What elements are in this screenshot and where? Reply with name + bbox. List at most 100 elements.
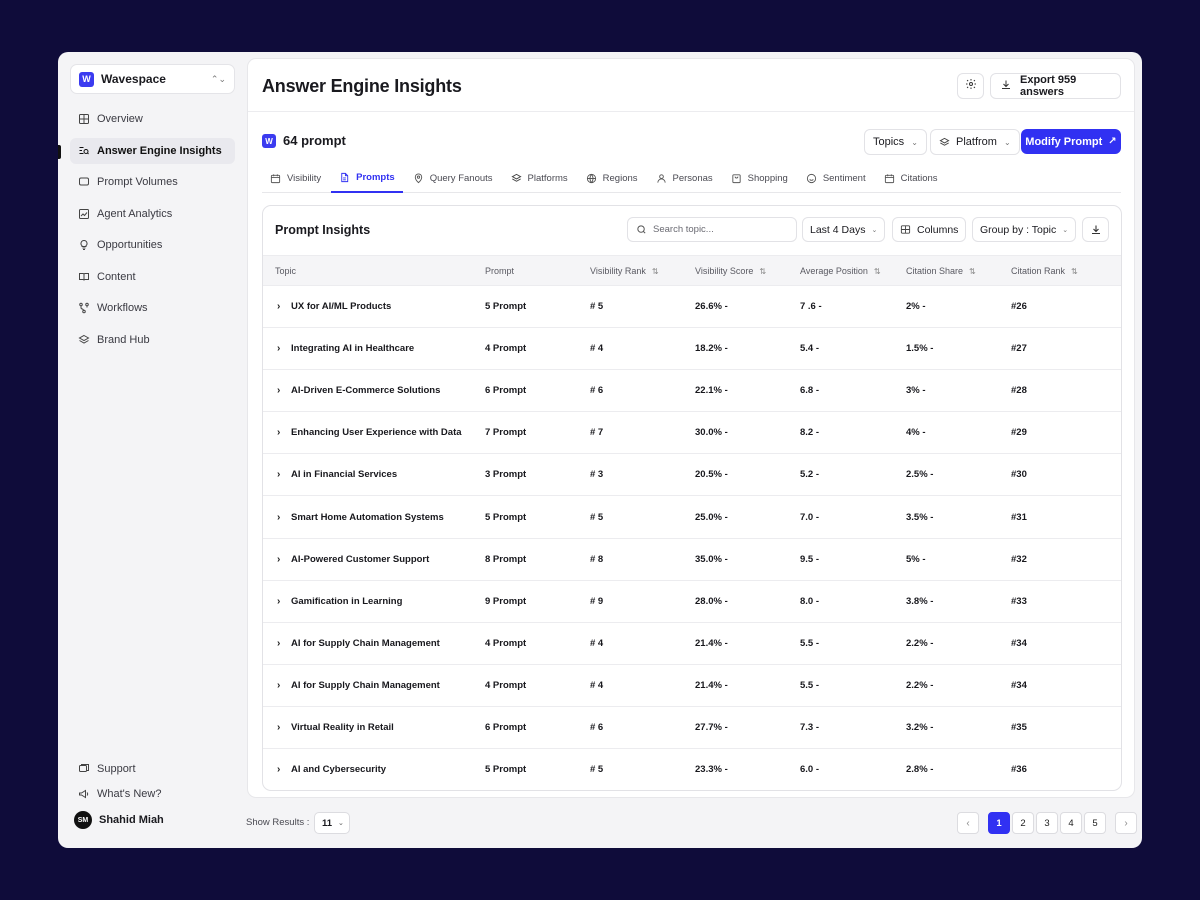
table-row[interactable]: › UX for AI/ML Products 5 Prompt # 5 26.6% -… — [263, 286, 1121, 328]
tab-prompts[interactable]: Prompts — [331, 163, 403, 193]
book-icon — [78, 271, 90, 283]
tab-label: Regions — [602, 172, 638, 184]
platform-dropdown[interactable]: Platfrom ⌄ — [930, 129, 1020, 155]
page-button[interactable]: 3 — [1036, 812, 1058, 834]
group-by-dropdown[interactable]: Group by : Topic ⌄ — [972, 217, 1077, 242]
columns-button[interactable]: Columns — [892, 217, 967, 242]
column-header-citation-share[interactable]: Citation Share ⇅ — [894, 255, 999, 286]
table-row[interactable]: › AI in Financial Services 3 Prompt # 3 20.5… — [263, 454, 1121, 496]
export-button[interactable]: Export 959 answers — [990, 73, 1121, 99]
table-row[interactable]: › Virtual Reality in Retail 6 Prompt # 6 27.… — [263, 706, 1121, 749]
sidebar-item-what-s-new[interactable]: What's New? — [70, 781, 235, 806]
chevron-right-icon[interactable]: › — [277, 595, 281, 607]
page-button[interactable]: 4 — [1060, 812, 1082, 834]
table-cell-topic: › Virtual Reality in Retail — [263, 706, 473, 748]
table-row[interactable]: › AI for Supply Chain Management 4 Prompt #… — [263, 622, 1121, 665]
workflow-icon — [78, 302, 90, 314]
sidebar-item-brand-hub[interactable]: Brand Hub — [70, 327, 235, 353]
chevron-right-icon[interactable]: › — [277, 469, 281, 481]
tab-platforms[interactable]: Platforms — [503, 163, 576, 193]
sort-icon[interactable]: ⇅ — [759, 266, 767, 276]
results-per-page-select[interactable]: 11 ⌄ — [314, 812, 350, 834]
column-header-visibility-score[interactable]: Visibility Score ⇅ — [683, 255, 788, 286]
table-cell-average-position: 6.8 - — [800, 385, 820, 397]
tab-citations[interactable]: Citations — [876, 163, 946, 193]
lightbulb-icon — [78, 239, 90, 251]
sidebar-item-answer-engine-insights[interactable]: Answer Engine Insights — [70, 137, 235, 164]
sidebar-item-support[interactable]: Support — [70, 756, 235, 781]
column-header-label: Visibility Rank — [590, 265, 646, 276]
calendar-icon — [884, 173, 901, 184]
document-icon — [339, 172, 356, 183]
chevron-right-icon[interactable]: › — [277, 301, 281, 313]
column-header-prompt[interactable]: Prompt — [473, 255, 578, 286]
prev-page-button[interactable]: ‹ — [957, 812, 979, 834]
table-row[interactable]: › Smart Home Automation Systems 5 Prompt # … — [263, 496, 1121, 539]
modify-prompt-button[interactable]: Modify Prompt ↗ — [1021, 129, 1121, 154]
chevron-right-icon[interactable]: › — [277, 679, 281, 691]
chevron-right-icon[interactable]: › — [277, 511, 281, 523]
page-button[interactable]: 2 — [1012, 812, 1034, 834]
sidebar-item-overview[interactable]: Overview — [70, 106, 235, 132]
download-button[interactable] — [1082, 217, 1109, 242]
chevron-right-icon[interactable]: › — [277, 343, 281, 355]
table-cell-visibility-score: 30.0% - — [695, 427, 728, 439]
table-cell-visibility-score: 25.0% - — [695, 511, 728, 523]
sidebar-item-agent-analytics[interactable]: Agent Analytics — [70, 201, 235, 227]
chevron-right-icon[interactable]: › — [277, 721, 281, 733]
page-button[interactable]: 1 — [988, 812, 1010, 834]
shopping-icon — [731, 173, 748, 184]
chevron-down-icon: ⌄ — [871, 226, 878, 234]
date-range-dropdown[interactable]: Last 4 Days ⌄ — [802, 217, 886, 242]
page-button[interactable]: 5 — [1084, 812, 1106, 834]
table-row[interactable]: › AI-Driven E-Commerce Solutions 6 Prompt #… — [263, 370, 1121, 412]
workspace-logo: W — [79, 71, 94, 87]
sort-icon[interactable]: ⇅ — [651, 266, 659, 276]
tab-sentiment[interactable]: Sentiment — [798, 163, 874, 193]
sort-icon[interactable]: ⇅ — [1071, 266, 1078, 276]
message-icon — [78, 176, 90, 188]
tab-personas[interactable]: Personas — [648, 163, 721, 193]
tab-shopping[interactable]: Shopping — [723, 163, 796, 193]
workspace-switcher[interactable]: W Wavespace ⌃⌄ — [70, 64, 235, 94]
tab-query-fanouts[interactable]: Query Fanouts — [405, 163, 501, 193]
chevron-right-icon[interactable]: › — [277, 427, 281, 439]
topics-dropdown[interactable]: Topics ⌄ — [864, 129, 927, 155]
sidebar-item-workflows[interactable]: Workflows — [70, 295, 235, 321]
sidebar-item-content[interactable]: Content — [70, 264, 235, 290]
sort-icon[interactable]: ⇅ — [969, 266, 976, 276]
table-row[interactable]: › AI and Cybersecurity 5 Prompt # 5 23.3% - 6… — [263, 749, 1121, 790]
chevron-right-icon[interactable]: › — [277, 637, 281, 649]
next-page-button[interactable]: › — [1115, 812, 1137, 834]
table-row[interactable]: › Gamification in Learning 9 Prompt # 9 28.0… — [263, 580, 1121, 623]
table-cell-prompt: 5 Prompt — [485, 301, 527, 313]
sidebar-item-label: Agent Analytics — [97, 207, 173, 220]
chevron-right-icon[interactable]: › — [277, 553, 281, 565]
column-header-visibility-rank[interactable]: Visibility Rank ⇅ — [578, 255, 683, 286]
table-row[interactable]: › Integrating AI in Healthcare 4 Prompt # 4… — [263, 328, 1121, 370]
chevron-right-icon[interactable]: › — [277, 385, 281, 397]
topic-name: Gamification in Learning — [291, 595, 403, 607]
sidebar-item-prompt-volumes[interactable]: Prompt Volumes — [70, 169, 235, 195]
table-cell-visibility-rank: # 6 — [590, 385, 604, 397]
search-icon — [636, 224, 653, 235]
sort-icon[interactable]: ⇅ — [873, 266, 881, 276]
tab-regions[interactable]: Regions — [578, 163, 646, 193]
sidebar-item-opportunities[interactable]: Opportunities — [70, 232, 235, 258]
settings-button[interactable] — [957, 73, 984, 99]
search-input[interactable]: Search topic... — [627, 217, 797, 242]
table-row[interactable]: › AI-Powered Customer Support 8 Prompt # 8 3… — [263, 538, 1121, 581]
tab-visibility[interactable]: Visibility — [262, 163, 329, 193]
table-cell-prompt: 9 Prompt — [485, 595, 527, 607]
app-window: W Wavespace ⌃⌄ Overview Answer Engine Ins… — [58, 52, 1142, 848]
column-header-citation-rank[interactable]: Citation Rank ⇅ — [999, 255, 1121, 286]
chevron-down-icon: ⌄ — [1003, 137, 1011, 147]
user-profile[interactable]: SM Shahid Miah — [74, 811, 164, 829]
table-row[interactable]: › Enhancing User Experience with Data 7 Pr… — [263, 412, 1121, 454]
table-cell-citation-rank: #34 — [1011, 679, 1027, 691]
column-header-average-position[interactable]: Average Position ⇅ — [788, 255, 894, 286]
table-row[interactable]: › AI for Supply Chain Management 4 Prompt #… — [263, 664, 1121, 707]
chevron-right-icon[interactable]: › — [277, 764, 281, 776]
topic-name: Smart Home Automation Systems — [291, 511, 444, 523]
show-results-label: Show Results : — [246, 817, 310, 828]
